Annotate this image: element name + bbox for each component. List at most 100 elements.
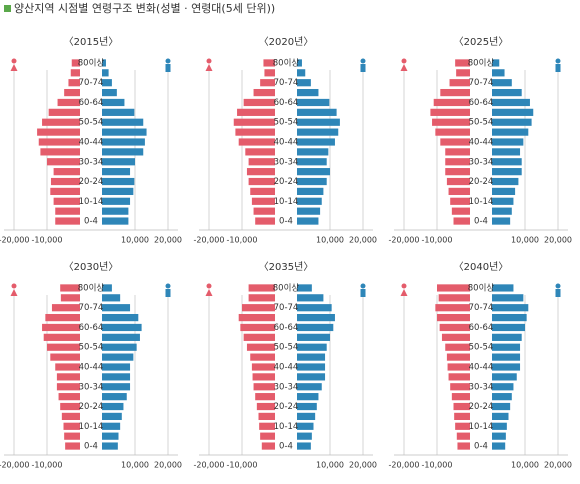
male-bar	[297, 422, 314, 430]
female-bar	[238, 313, 275, 322]
female-bar	[38, 138, 80, 146]
age-label: 0-4	[84, 442, 98, 452]
female-bar	[250, 187, 275, 196]
x-tick-label: -20,000	[194, 236, 225, 245]
female-bar	[57, 98, 80, 107]
age-label: 70-74	[274, 78, 299, 88]
panel-title: 〈2035년〉	[259, 261, 314, 273]
x-tick-label: 10,000	[316, 236, 344, 245]
age-label: 40-44	[274, 138, 299, 148]
male-bar	[492, 88, 522, 97]
female-bar	[439, 323, 470, 332]
male-bar	[297, 207, 321, 215]
male-bar	[297, 197, 322, 205]
age-label: 60-64	[79, 98, 104, 108]
x-tick-label: 20,000	[544, 461, 572, 470]
female-bar	[55, 217, 80, 225]
age-label: 80이상	[468, 57, 495, 68]
female-icon	[206, 58, 212, 64]
female-bar	[264, 69, 275, 77]
age-label: 60-64	[79, 323, 104, 333]
female-bar	[58, 393, 80, 401]
age-label: 20-24	[274, 177, 299, 187]
male-icon	[555, 289, 561, 297]
male-bar	[492, 158, 522, 166]
male-icon	[360, 58, 366, 64]
female-bar	[445, 343, 470, 351]
male-bar	[297, 138, 335, 146]
male-bar	[492, 422, 507, 430]
age-label: 10-14	[79, 197, 104, 207]
x-tick-label: 10,000	[511, 461, 539, 470]
male-bar	[492, 59, 500, 67]
male-bar	[102, 197, 131, 205]
male-bar	[102, 158, 135, 166]
female-bar	[255, 393, 275, 401]
x-tick-label: -10,000	[422, 461, 453, 470]
male-bar	[297, 402, 317, 411]
female-bar	[253, 207, 275, 215]
male-bar	[102, 442, 118, 450]
male-bar	[492, 442, 506, 450]
age-label: 60-64	[274, 323, 299, 333]
female-bar	[455, 59, 470, 67]
page-title: 양산지역 시점별 연령구조 변화(성별 · 연령대(5세 단위))	[14, 2, 275, 15]
age-label: 40-44	[274, 363, 299, 373]
female-bar	[260, 79, 275, 87]
male-bar	[102, 373, 131, 381]
male-bar	[102, 402, 124, 411]
male-bar	[492, 353, 521, 361]
age-label: 20-24	[79, 402, 104, 412]
female-bar	[432, 118, 470, 126]
female-bar	[445, 148, 470, 156]
age-label: 50-54	[274, 343, 299, 353]
x-tick-label: -10,000	[32, 236, 63, 245]
male-icon	[555, 283, 561, 289]
male-bar	[297, 217, 319, 225]
male-icon	[165, 289, 171, 297]
female-icon	[10, 289, 18, 296]
male-bar	[492, 333, 522, 341]
male-bar	[297, 148, 329, 156]
female-icon	[206, 283, 212, 289]
female-bar	[445, 158, 470, 166]
female-bar	[448, 187, 470, 196]
female-bar	[446, 177, 470, 186]
female-icon	[400, 289, 408, 296]
female-icon	[401, 58, 407, 64]
female-bar	[55, 363, 80, 371]
age-label: 0-4	[474, 217, 488, 227]
female-bar	[450, 383, 470, 391]
male-bar	[297, 294, 324, 302]
age-label: 50-54	[469, 343, 494, 353]
panel-title: 〈2020년〉	[259, 36, 314, 48]
male-bar	[102, 323, 142, 332]
male-bar	[492, 294, 524, 302]
male-bar	[492, 148, 521, 156]
x-tick-label: -20,000	[0, 236, 29, 245]
female-bar	[246, 168, 275, 176]
male-bar	[102, 432, 119, 440]
female-bar	[445, 168, 470, 176]
female-bar	[437, 284, 470, 292]
female-bar	[65, 442, 80, 450]
age-label: 80이상	[273, 57, 300, 68]
x-tick-label: -10,000	[422, 236, 453, 245]
female-bar	[50, 187, 80, 196]
male-bar	[492, 187, 516, 196]
age-label: 30-34	[469, 157, 494, 167]
female-bar	[248, 158, 275, 166]
age-label: 60-64	[469, 98, 494, 108]
age-label: 10-14	[469, 422, 494, 432]
female-icon	[11, 283, 17, 289]
male-bar	[102, 148, 144, 156]
male-bar	[492, 412, 509, 421]
male-bar	[297, 177, 327, 186]
female-bar	[255, 217, 275, 225]
age-label: 80이상	[273, 282, 300, 293]
female-bar	[456, 432, 470, 440]
panel-title: 〈2040년〉	[454, 261, 509, 273]
male-bar	[492, 79, 512, 87]
x-tick-label: 20,000	[349, 236, 377, 245]
